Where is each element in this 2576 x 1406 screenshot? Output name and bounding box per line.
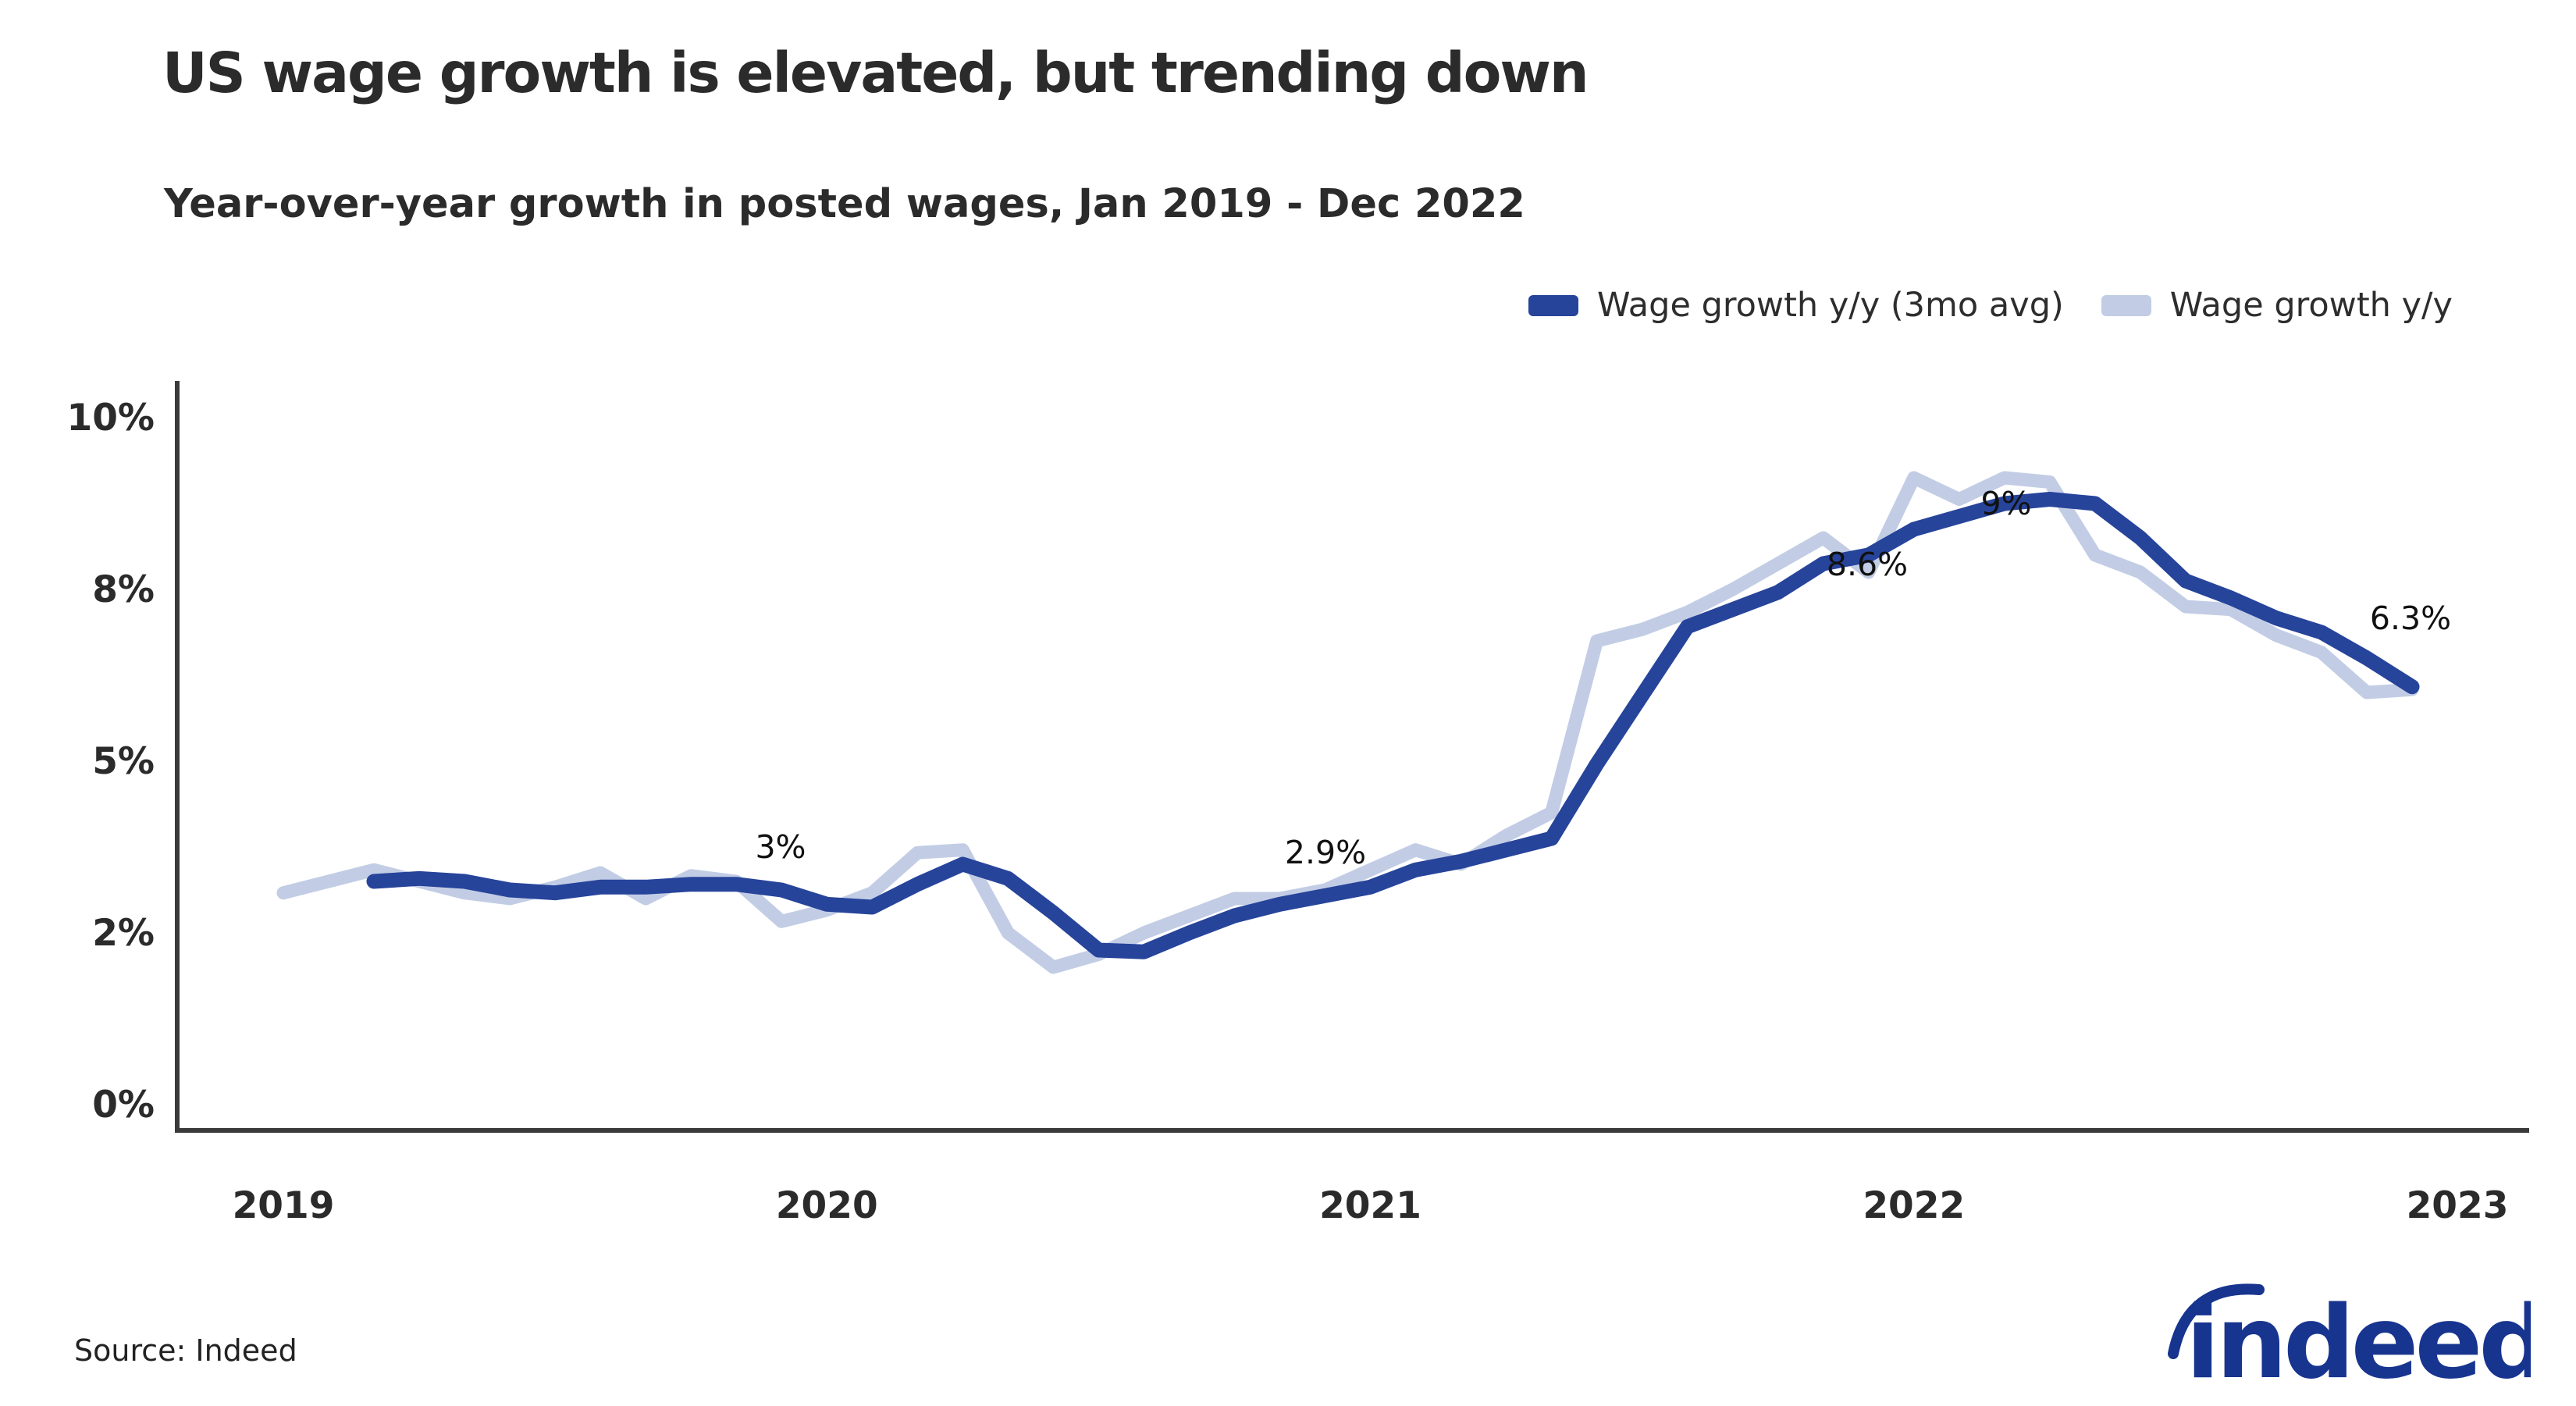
- legend-label-raw: Wage growth y/y: [2169, 286, 2453, 325]
- annotation-6.3%: 6.3%: [2370, 600, 2451, 637]
- y-axis-tick-labels: 0% 2% 5% 8% 10%: [67, 397, 155, 1127]
- annotation-3%: 3%: [755, 828, 806, 866]
- indeed-logo: indeed: [2164, 1258, 2550, 1403]
- annotation-2.9%: 2.9%: [1285, 834, 1366, 871]
- y-tick-10%: 10%: [67, 397, 155, 440]
- legend-swatch-3mo-avg-icon: [1528, 294, 1579, 316]
- legend: Wage growth y/y (3mo avg) Wage growth y/…: [1528, 286, 2453, 325]
- logo-wordmark: indeed: [2186, 1285, 2531, 1401]
- annotation-9%: 9%: [1980, 485, 2031, 522]
- chart-subtitle: Year-over-year growth in posted wages, J…: [164, 181, 1525, 227]
- y-tick-5%: 5%: [92, 740, 155, 783]
- y-tick-0%: 0%: [92, 1084, 155, 1127]
- x-tick-2020: 2020: [776, 1184, 878, 1227]
- y-tick-2%: 2%: [92, 912, 155, 955]
- axes: [175, 381, 2529, 1133]
- x-tick-2023: 2023: [2407, 1184, 2509, 1227]
- x-tick-2022: 2022: [1863, 1184, 1965, 1227]
- source-note: Source: Indeed: [74, 1333, 297, 1368]
- legend-item-3mo-avg: Wage growth y/y (3mo avg): [1528, 286, 2064, 325]
- annotation-8.6%: 8.6%: [1827, 546, 1908, 583]
- series-lines: [276, 471, 2420, 974]
- legend-label-3mo-avg: Wage growth y/y (3mo avg): [1597, 286, 2064, 325]
- x-axis-tick-labels: 2019 2020 2021 2022 2023: [233, 1184, 2509, 1227]
- x-tick-2019: 2019: [233, 1184, 335, 1227]
- x-tick-2021: 2021: [1319, 1184, 1421, 1227]
- logo-swoosh-icon: [2168, 1283, 2265, 1359]
- chart-title: US wage growth is elevated, but trending…: [162, 41, 1589, 105]
- legend-swatch-raw-icon: [2101, 294, 2151, 316]
- series-line-wage-growth-y-y-3mo-avg-: [366, 492, 2420, 959]
- y-tick-8%: 8%: [92, 568, 155, 611]
- legend-item-raw: Wage growth y/y: [2101, 286, 2453, 325]
- data-annotations: 3% 2.9% 8.6% 9% 6.3%: [755, 485, 2451, 871]
